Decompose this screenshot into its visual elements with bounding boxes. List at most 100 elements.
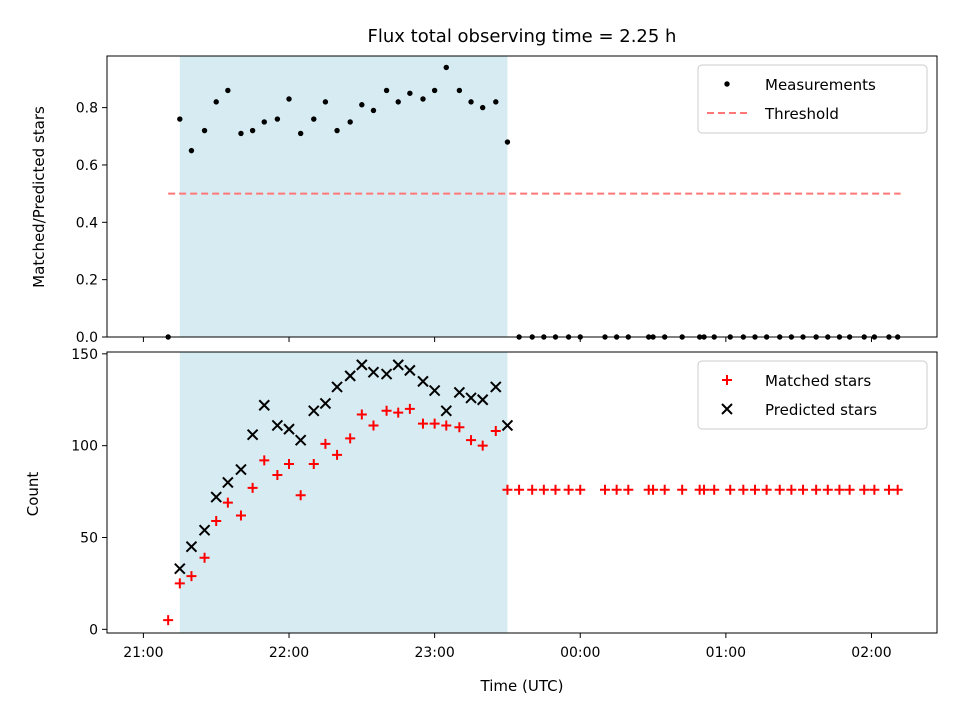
data-point: [538, 484, 549, 495]
data-point: [417, 375, 429, 388]
data-point: [407, 90, 413, 96]
data-point: [185, 540, 198, 553]
data-point: [283, 423, 295, 435]
data-point: [493, 99, 499, 105]
data-point: [550, 484, 561, 495]
data-point: [527, 484, 538, 495]
data-point: [297, 130, 304, 137]
data-point: [259, 455, 270, 466]
data-point: [235, 510, 246, 521]
y-tick-label: 150: [71, 347, 98, 363]
data-point: [345, 433, 356, 444]
legend-label: Threshold: [764, 105, 839, 123]
data-point: [501, 419, 514, 432]
legend-label: Measurements: [765, 76, 876, 94]
series-matched-stars: [163, 403, 903, 626]
data-point: [246, 428, 259, 441]
data-point: [331, 381, 343, 393]
data-point: [294, 434, 307, 446]
data-point: [320, 438, 331, 449]
data-point: [177, 116, 183, 122]
data-point: [198, 524, 211, 536]
data-point: [261, 119, 267, 125]
data-point: [709, 484, 720, 495]
y-tick-label: 0: [89, 622, 98, 638]
data-point: [395, 99, 401, 105]
data-point: [774, 484, 785, 495]
axes-frame: [106, 55, 938, 338]
data-point: [749, 484, 760, 495]
data-point: [725, 484, 736, 495]
data-point: [453, 386, 466, 399]
data-point: [284, 459, 295, 470]
ratio-panel: 0.0 0.2 0.4 0.6 0.8 Measurements Threshold: [76, 55, 938, 346]
data-point: [844, 484, 855, 495]
data-point: [295, 490, 306, 501]
data-point: [404, 364, 416, 377]
data-point: [490, 425, 501, 436]
x-tick-label: 02:00: [851, 645, 891, 661]
data-point: [738, 484, 749, 495]
data-point: [188, 147, 195, 154]
data-point: [380, 368, 393, 380]
data-point: [308, 459, 319, 470]
data-point: [611, 484, 622, 495]
x-axis-label: Time (UTC): [480, 677, 564, 695]
data-point: [344, 370, 356, 382]
legend-label: Matched stars: [765, 372, 871, 390]
data-point: [163, 615, 174, 626]
data-point: [370, 107, 377, 114]
data-point: [274, 116, 281, 122]
data-point: [431, 87, 438, 94]
y-tick-label: 0.4: [76, 215, 98, 231]
data-point: [869, 484, 880, 495]
data-point: [465, 392, 477, 404]
data-point: [201, 127, 208, 134]
y-tick-label: 0.8: [76, 101, 98, 117]
data-point: [441, 420, 452, 431]
data-point: [222, 476, 234, 489]
data-point: [786, 484, 797, 495]
data-point: [454, 422, 465, 433]
data-point: [659, 484, 670, 495]
data-point: [272, 470, 283, 481]
data-point: [258, 399, 270, 411]
data-point: [199, 552, 210, 563]
legend-box: [697, 64, 928, 134]
data-point: [238, 130, 244, 137]
data-point: [443, 64, 449, 71]
x-tick-label: 01:00: [706, 645, 746, 661]
legend-marker: [721, 403, 733, 415]
data-point: [892, 484, 903, 495]
data-point: [420, 96, 426, 102]
data-point: [502, 484, 513, 495]
data-point: [834, 484, 845, 495]
data-point: [504, 139, 511, 145]
legend-marker: [724, 81, 730, 87]
data-point: [428, 384, 441, 397]
data-point: [247, 482, 258, 493]
observing-span: [179, 352, 508, 633]
data-point: [798, 484, 809, 495]
data-point: [286, 96, 292, 102]
data-point: [648, 484, 659, 495]
data-point: [359, 102, 365, 108]
data-point: [213, 99, 219, 105]
data-point: [677, 484, 688, 495]
y-tick-label: 100: [71, 439, 98, 455]
y-axis-label-ratio: Matched/Predicted stars: [30, 106, 48, 288]
data-point: [225, 87, 231, 94]
data-point: [761, 484, 772, 495]
data-point: [368, 420, 379, 431]
data-point: [466, 435, 477, 446]
data-point: [479, 104, 486, 111]
data-point: [319, 397, 332, 410]
data-point: [356, 409, 367, 420]
legend-label: Predicted stars: [765, 401, 877, 419]
data-point: [699, 484, 710, 495]
data-point: [308, 405, 320, 417]
legend: Measurements Threshold: [697, 64, 928, 134]
x-tick-label: 00:00: [560, 645, 600, 661]
data-point: [429, 418, 440, 429]
data-point: [174, 563, 186, 575]
